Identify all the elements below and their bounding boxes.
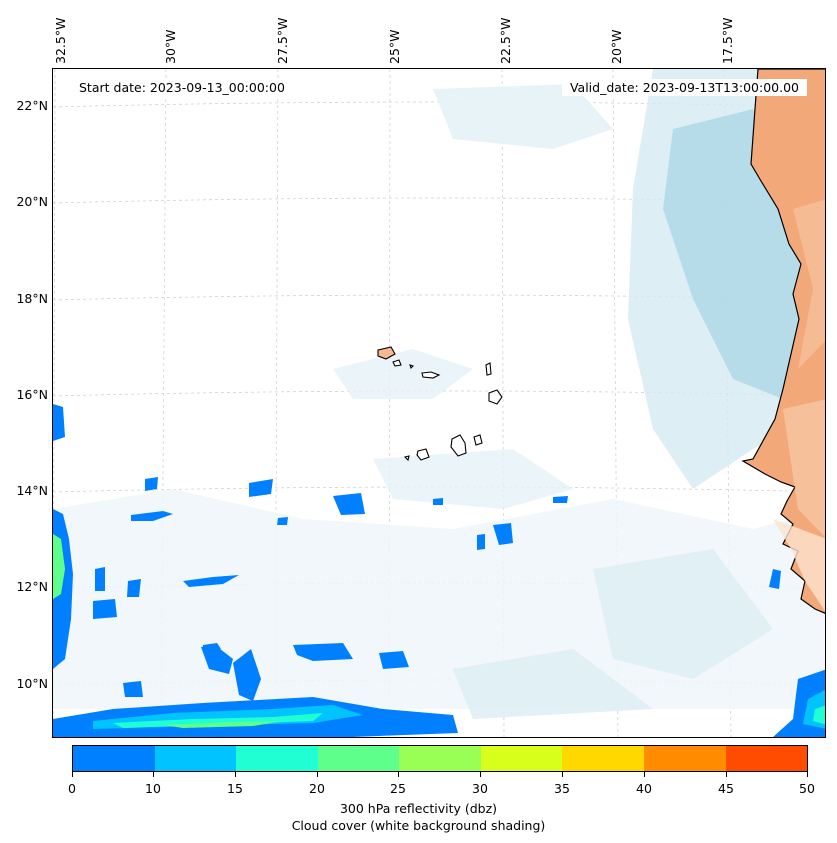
start-date-label: Start date: 2023-09-13_00:00:00 — [71, 79, 293, 96]
reflectivity-band — [813, 705, 825, 725]
island — [473, 434, 483, 446]
island — [403, 455, 410, 462]
lon-label: 27.5°W — [275, 17, 290, 64]
colorbar-tick-label: 20 — [309, 781, 325, 796]
colorbar-tick-label: 30 — [472, 781, 488, 796]
reflectivity-blob — [183, 575, 239, 587]
lat-label: 22°N — [16, 98, 48, 113]
colorbar-segment — [725, 746, 808, 771]
island — [377, 346, 396, 360]
lon-label: 17.5°W — [720, 17, 735, 64]
reflectivity-band — [163, 721, 283, 728]
colorbar-tick — [153, 772, 154, 777]
map-panel[interactable]: Start date: 2023-09-13_00:00:00 Valid_da… — [52, 68, 826, 738]
colorbar-segment — [236, 746, 318, 771]
colorbar-tick — [317, 772, 318, 777]
africa-coast — [741, 69, 825, 614]
colorbar — [72, 745, 808, 772]
lon-label: 22.5°W — [498, 17, 513, 64]
lon-label: 30°W — [163, 29, 178, 64]
reflectivity-blob — [95, 567, 105, 591]
reflectivity-blob — [277, 517, 288, 525]
reflectivity-blob — [769, 569, 781, 589]
reflectivity-band — [113, 713, 323, 728]
reflectivity-blob — [233, 649, 261, 701]
island — [392, 359, 402, 367]
lat-label: 14°N — [16, 483, 48, 498]
colorbar-tick — [562, 772, 563, 777]
lon-label: 32.5°W — [53, 17, 68, 64]
reflectivity-blob — [201, 645, 233, 674]
grid-line — [53, 390, 825, 397]
colorbar-tick-label: 0 — [68, 781, 76, 796]
island — [488, 389, 503, 405]
grid-line — [53, 486, 825, 493]
colorbar-tick — [644, 772, 645, 777]
island — [450, 434, 467, 457]
colorbar-label: 300 hPa reflectivity (dbz) — [339, 801, 498, 816]
reflectivity-blob — [553, 496, 568, 503]
colorbar-segment — [154, 746, 237, 771]
reflectivity-blob — [53, 404, 65, 441]
reflectivity-blob — [127, 579, 141, 597]
colorbar-tick — [480, 772, 481, 777]
lat-label: 18°N — [16, 291, 48, 306]
colorbar-tick — [807, 772, 808, 777]
cape-verde-islands — [377, 346, 503, 462]
valid-date-label: Valid_date: 2023-09-13T13:00:00.00 — [561, 79, 807, 96]
colorbar-tick-label: 15 — [227, 781, 243, 796]
cloud-cover-shading — [53, 69, 825, 719]
grid-line — [53, 101, 825, 108]
reflectivity-blob — [249, 479, 273, 497]
colorbar-tick-label: 10 — [145, 781, 161, 796]
island — [416, 448, 430, 461]
reflectivity-blob — [293, 643, 353, 661]
colorbar-segment — [643, 746, 726, 771]
island — [485, 362, 492, 376]
reflectivity-blob — [493, 523, 513, 545]
lat-label: 12°N — [16, 579, 48, 594]
colorbar-tick — [235, 772, 236, 777]
lon-label: 20°W — [609, 29, 624, 64]
lat-label: 10°N — [16, 676, 48, 691]
reflectivity-blob — [379, 651, 409, 669]
lat-label: 16°N — [16, 387, 48, 402]
colorbar-segment — [317, 746, 400, 771]
colorbar-tick-label: 40 — [636, 781, 652, 796]
map-canvas — [53, 69, 825, 737]
grid-line — [53, 197, 825, 204]
reflectivity-blob — [477, 534, 485, 550]
colorbar-segment — [562, 746, 644, 771]
colorbar-tick-label: 45 — [718, 781, 734, 796]
colorbar-tick-label: 50 — [799, 781, 815, 796]
island — [409, 364, 415, 370]
reflectivity-contours — [53, 404, 825, 737]
colorbar-segment — [480, 746, 563, 771]
colorbar-tick-label: 35 — [554, 781, 570, 796]
colorbar-tick — [398, 772, 399, 777]
colorbar-segment — [399, 746, 481, 771]
colorbar-segment — [73, 746, 155, 771]
colorbar-tick — [72, 772, 73, 777]
reflectivity-blob — [93, 599, 117, 619]
reflectivity-blob — [131, 511, 173, 521]
reflectivity-blob — [333, 493, 365, 515]
reflectivity-blob — [53, 534, 65, 599]
lon-label: 25°W — [387, 29, 402, 64]
reflectivity-blob — [123, 681, 143, 697]
island — [421, 371, 441, 379]
lat-label: 20°N — [16, 194, 48, 209]
colorbar-tick — [726, 772, 727, 777]
grid-line — [53, 294, 825, 301]
reflectivity-blob — [433, 498, 443, 505]
reflectivity-blob — [145, 477, 158, 491]
colorbar-sublabel: Cloud cover (white background shading) — [291, 818, 546, 833]
colorbar-tick-label: 25 — [390, 781, 406, 796]
